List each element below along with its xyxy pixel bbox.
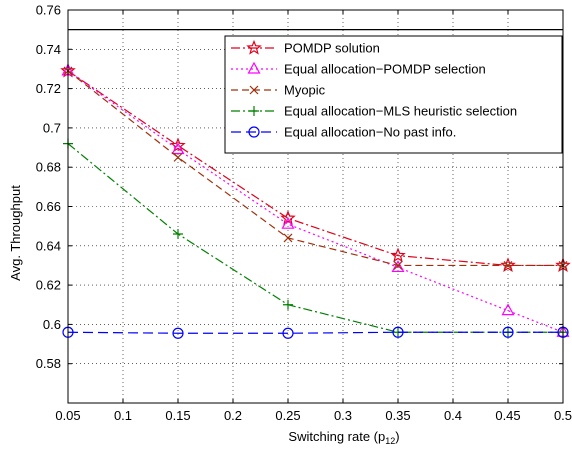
data-point — [503, 261, 513, 270]
legend-label: Myopic — [284, 83, 326, 98]
legend-item: POMDP solution — [231, 39, 380, 56]
y-tick-label: 0.6 — [43, 317, 61, 332]
axis-ticks: 0.05 0.1 0.15 0.2 0.25 0.3 0.35 0.4 0.45 0.5 0.58 0… — [36, 3, 572, 424]
data-point — [248, 126, 260, 138]
data-point — [500, 257, 516, 273]
data-point — [246, 39, 262, 55]
x-tick-label: 0.2 — [224, 408, 242, 423]
data-point — [392, 326, 404, 338]
data-point — [502, 326, 514, 338]
data-point — [393, 261, 403, 270]
legend-label: Equal allocation−POMDP selection — [284, 62, 486, 77]
x-tick-label: 0.05 — [55, 408, 80, 423]
x-tick-label: 0.35 — [385, 408, 410, 423]
legend-item: Equal allocation−No past info. — [231, 125, 456, 140]
x-axis-label-subscript: 12 — [385, 436, 395, 446]
y-tick-label: 0.76 — [36, 3, 61, 18]
data-point — [172, 327, 184, 339]
x-axis-label-main: Switching rate (p — [288, 429, 385, 444]
legend-label: Equal allocation−No past info. — [284, 125, 456, 140]
data-point — [283, 299, 293, 310]
y-tick-label: 0.58 — [36, 356, 61, 371]
x-axis-label: Switching rate (p12) — [288, 429, 399, 446]
x-tick-label: 0.45 — [495, 408, 520, 423]
data-point — [281, 216, 295, 229]
data-point — [173, 229, 183, 240]
data-point — [247, 61, 261, 74]
x-tick-label: 0.15 — [165, 408, 190, 423]
data-point — [391, 260, 405, 273]
series-equal-allocation-mls-heuristic-selection — [63, 138, 568, 338]
x-tick-label: 0.5 — [554, 408, 572, 423]
data-point — [249, 106, 259, 116]
series-line — [67, 70, 563, 267]
data-point — [173, 152, 183, 162]
series-line — [67, 331, 563, 334]
legend-item: Equal allocation−POMDP selection — [231, 62, 486, 77]
data-point — [170, 137, 186, 153]
data-point — [501, 303, 515, 316]
y-tick-label: 0.68 — [36, 160, 61, 175]
data-point — [171, 142, 185, 155]
data-point — [283, 233, 293, 243]
data-point — [280, 210, 296, 225]
y-tick-label: 0.64 — [36, 238, 61, 253]
legend-item: Myopic — [231, 83, 326, 98]
y-tick-label: 0.66 — [36, 199, 61, 214]
x-tick-label: 0.1 — [114, 408, 132, 423]
x-axis-label-suffix: ) — [395, 429, 399, 444]
series-line — [67, 143, 563, 333]
y-tick-label: 0.7 — [43, 120, 61, 135]
legend-box — [224, 35, 563, 154]
x-tick-label: 0.4 — [444, 408, 462, 423]
data-point — [249, 85, 259, 95]
y-tick-label: 0.72 — [36, 81, 61, 96]
legend-label: Equal allocation−MLS heuristic selection — [284, 104, 517, 119]
series-equal-allocation-no-past-info — [62, 326, 569, 339]
data-point — [390, 247, 406, 263]
legend-label: POMDP solution — [284, 41, 380, 56]
y-tick-label: 0.74 — [36, 42, 61, 57]
x-tick-label: 0.25 — [275, 408, 300, 423]
y-axis-label: Avg. Throughput — [8, 185, 23, 281]
legend-item: Equal allocation−MLS heuristic selection — [231, 104, 517, 119]
y-tick-label: 0.62 — [36, 278, 61, 293]
legend: POMDP solution Equal allocation−POMDP sel… — [224, 35, 563, 154]
data-point — [282, 327, 294, 339]
x-tick-label: 0.3 — [334, 408, 352, 423]
